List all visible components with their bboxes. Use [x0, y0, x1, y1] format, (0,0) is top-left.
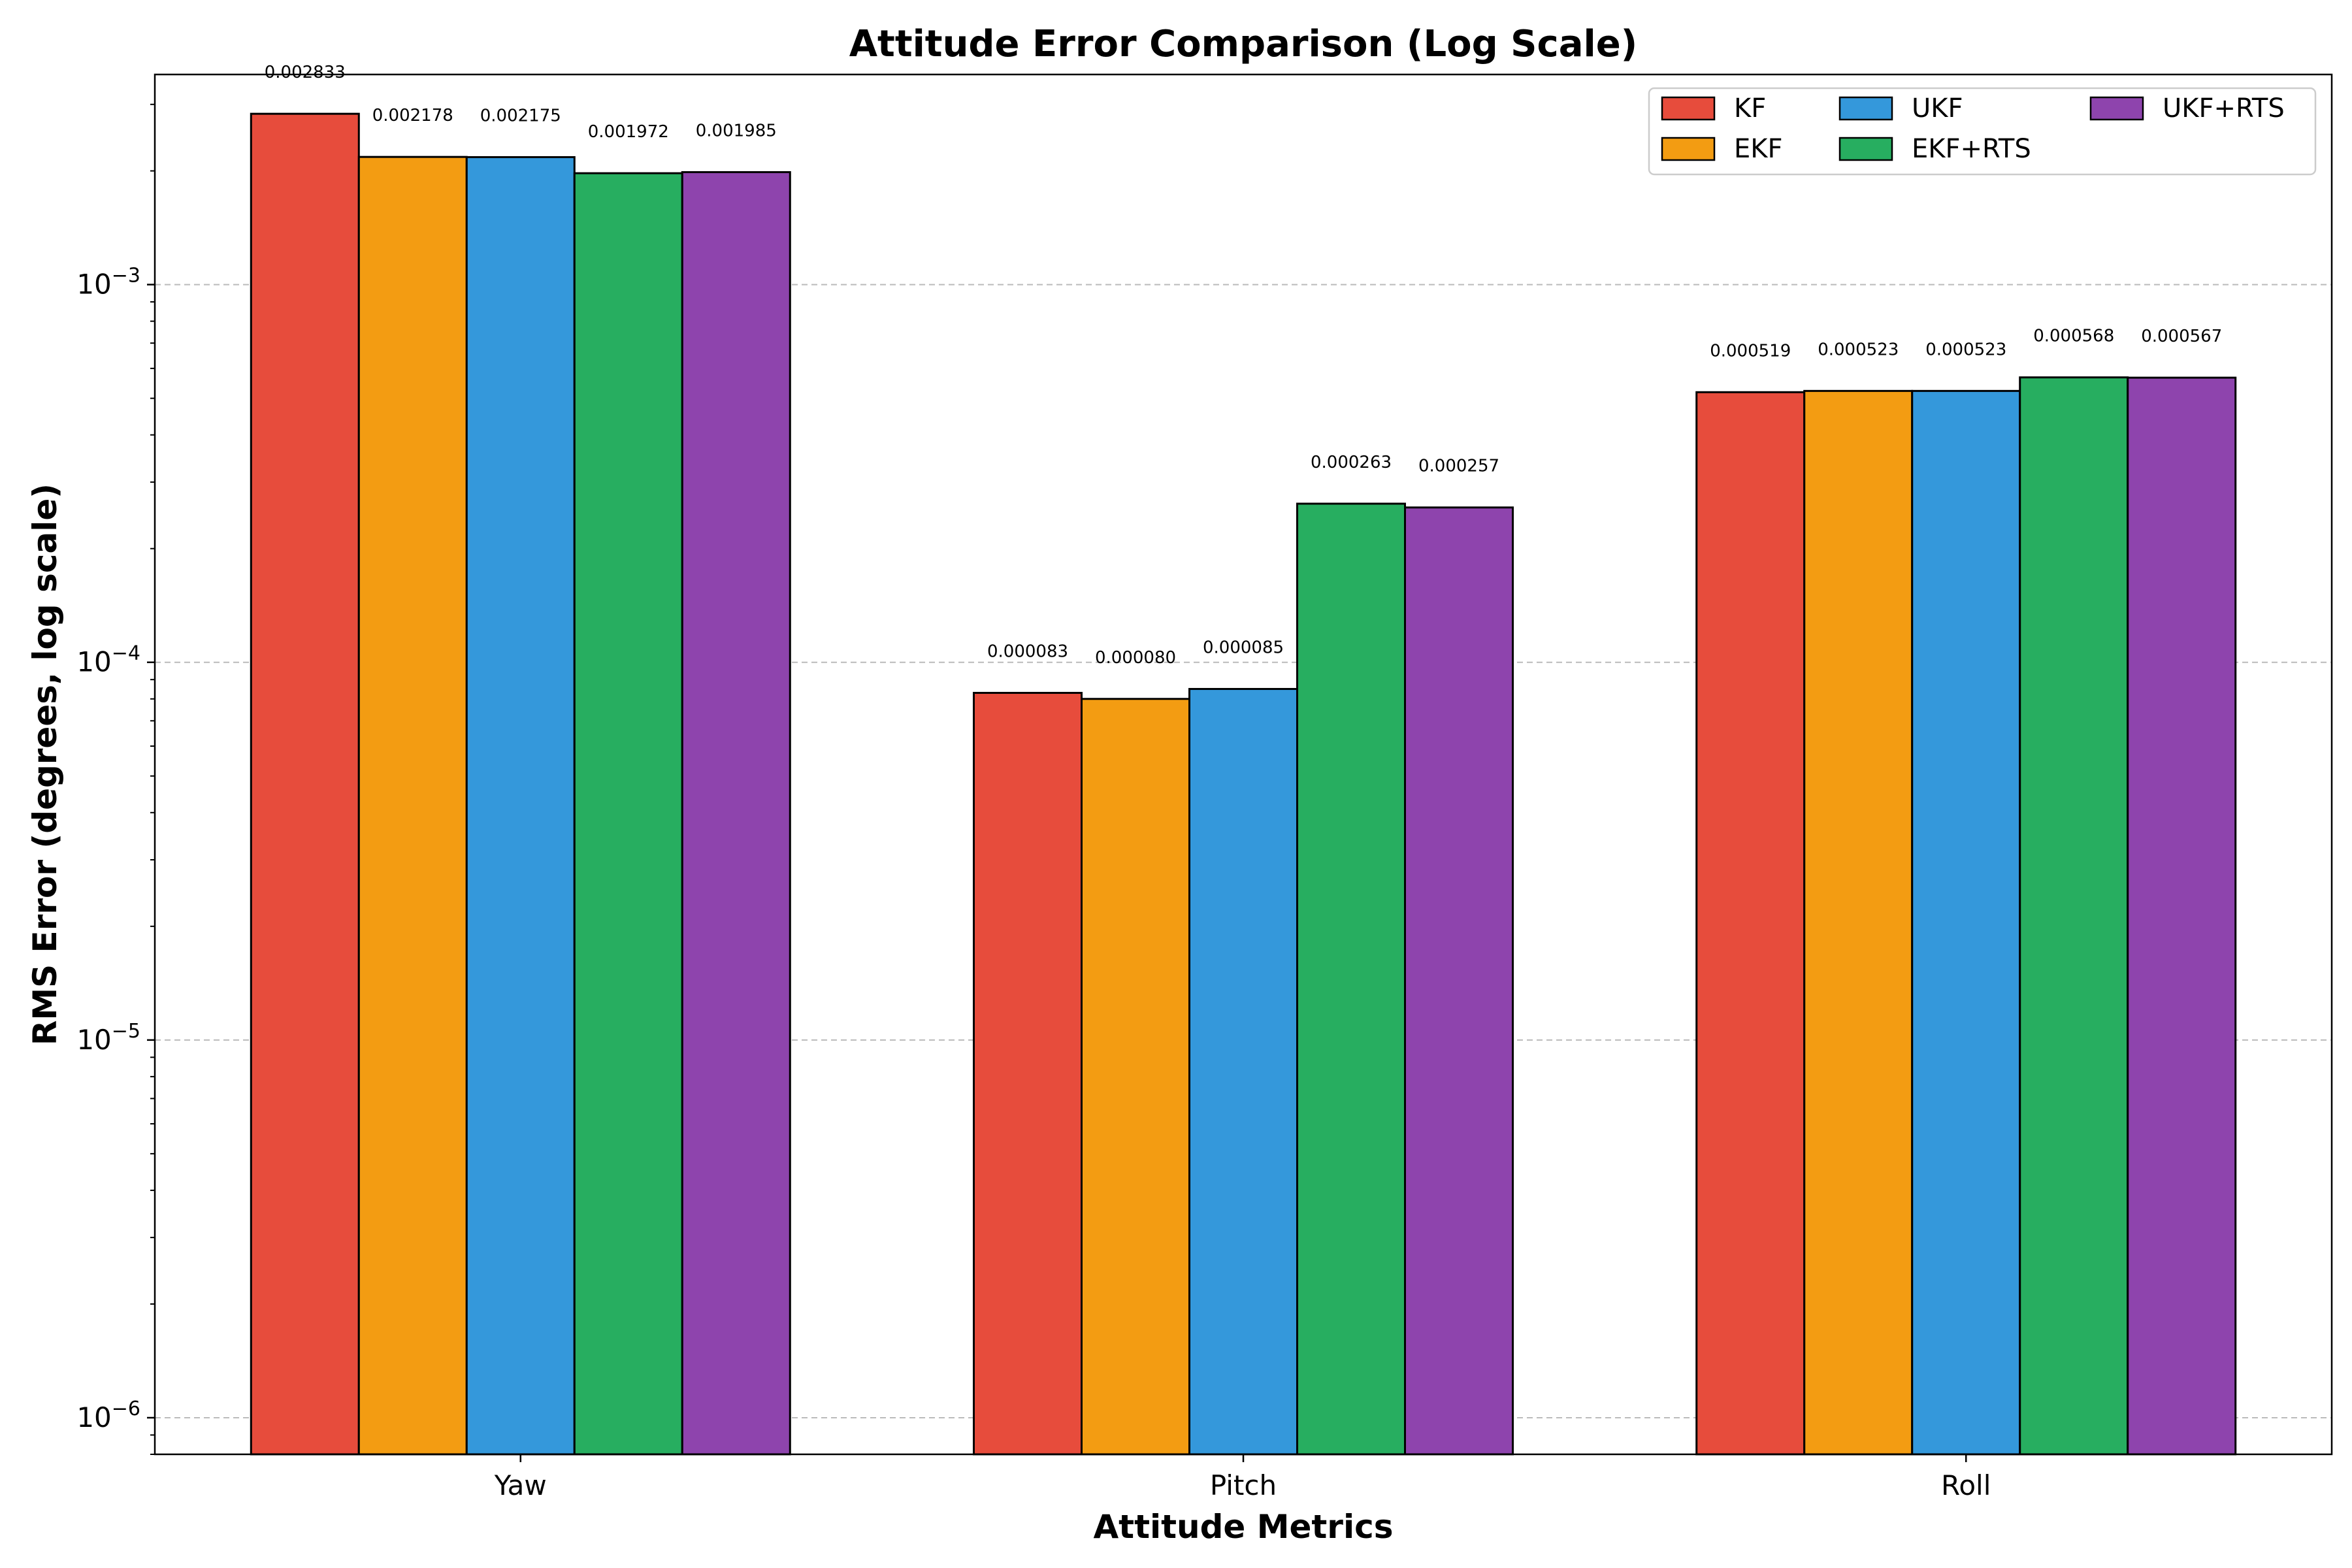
y-axis-ticks: 10−6 10−5 10−4 10−3 — [76, 103, 155, 1455]
data-label: 0.000519 — [1710, 341, 1791, 361]
x-axis-ticks: Yaw Pitch Roll — [494, 1454, 1991, 1501]
bar-ukf-pitch — [1188, 688, 1298, 1456]
y-tick-label: 10−4 — [76, 642, 140, 678]
bar-ekf-rts-pitch — [1296, 502, 1406, 1456]
bar-ukf-rts-pitch — [1404, 506, 1514, 1456]
legend-box — [1648, 87, 2317, 176]
bar-ekf-rts-yaw — [573, 172, 683, 1456]
bar-kf-roll — [1695, 391, 1806, 1456]
legend-label: EKF+RTS — [1912, 134, 2031, 164]
data-label: 0.000523 — [1818, 340, 1899, 359]
bar-kf-yaw — [250, 112, 360, 1456]
y-tick-label: 10−5 — [76, 1020, 140, 1056]
data-label: 0.000568 — [2033, 327, 2114, 346]
x-tick-label: Roll — [1941, 1469, 1991, 1501]
data-label: 0.000080 — [1095, 648, 1176, 668]
legend-swatch — [1838, 137, 1893, 161]
legend-swatch — [1838, 96, 1893, 121]
data-label: 0.002833 — [265, 63, 346, 82]
data-label: 0.001972 — [588, 122, 669, 142]
x-tick-label: Pitch — [1210, 1469, 1277, 1501]
x-axis-label: Attitude Metrics — [1093, 1508, 1393, 1546]
bars — [250, 112, 2237, 1456]
chart-title: Attitude Error Comparison (Log Scale) — [849, 23, 1638, 65]
bar-ekf-pitch — [1081, 698, 1190, 1456]
legend: KF EKF UKF EKF+RTS UKF+RTS — [1648, 87, 2317, 176]
bar-ukf-yaw — [465, 156, 576, 1456]
data-label: 0.000523 — [1925, 340, 2006, 359]
legend-label: UKF — [1912, 93, 1963, 123]
data-label: 0.000083 — [987, 642, 1068, 662]
data-label: 0.001985 — [696, 121, 777, 140]
bar-ekf-roll — [1803, 389, 1914, 1456]
bar-ekf-yaw — [357, 155, 468, 1456]
data-label: 0.002175 — [480, 106, 561, 126]
x-tick-label: Yaw — [494, 1469, 547, 1501]
data-label: 0.000263 — [1311, 453, 1392, 472]
bar-ekf-rts-roll — [2019, 376, 2129, 1456]
legend-label: KF — [1734, 93, 1766, 123]
y-tick-label: 10−6 — [76, 1397, 140, 1433]
data-label: 0.002178 — [372, 106, 453, 125]
y-tick-label: 10−3 — [76, 265, 140, 301]
legend-label: EKF — [1734, 134, 1783, 164]
bar-ukf-roll — [1911, 389, 2021, 1456]
y-axis-label: RMS Error (degrees, log scale) — [26, 483, 64, 1045]
bar-ukf-rts-roll — [2127, 376, 2237, 1456]
data-label: 0.000085 — [1203, 638, 1284, 658]
legend-swatch — [1661, 96, 1716, 121]
data-labels: 0.002833 0.000083 0.000519 0.002178 0.000080… — [265, 63, 2223, 668]
data-label: 0.000567 — [2141, 327, 2222, 346]
bar-kf-pitch — [973, 692, 1083, 1456]
bar-ukf-rts-yaw — [681, 171, 791, 1456]
legend-swatch — [1661, 137, 1716, 161]
legend-label: UKF+RTS — [2163, 93, 2285, 123]
legend-swatch — [2089, 96, 2144, 121]
data-label: 0.000257 — [1418, 457, 1499, 476]
